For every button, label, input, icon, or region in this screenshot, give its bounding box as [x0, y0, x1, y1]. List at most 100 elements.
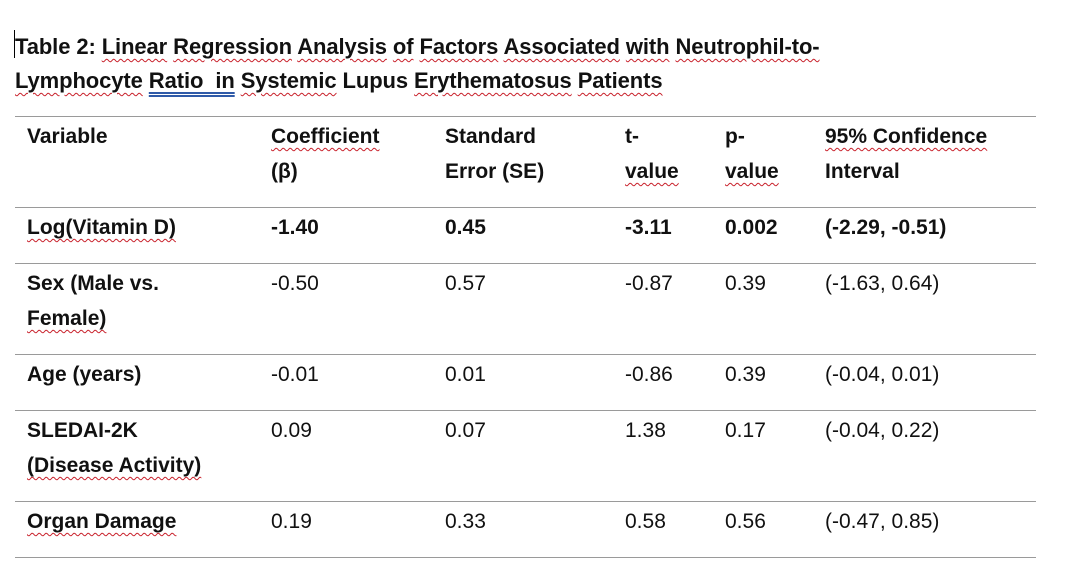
- caption-line-2: Lymphocyte Ratio in Systemic Lupus Eryth…: [15, 68, 663, 93]
- regression-table[interactable]: Variable Coefficient (β) Standard Error …: [15, 116, 1036, 558]
- cell-variable[interactable]: Age (years): [15, 354, 259, 411]
- cell-p-value[interactable]: 0.002: [713, 207, 813, 264]
- table-row: SLEDAI-2K (Disease Activity) 0.09 0.07 1…: [15, 410, 1036, 502]
- cell-p-value[interactable]: 0.39: [713, 263, 813, 355]
- cell-variable[interactable]: Sex (Male vs. Female): [15, 263, 259, 355]
- cell-variable[interactable]: Organ Damage: [15, 501, 259, 558]
- se-value: 0.33: [445, 510, 486, 533]
- header-standard-error[interactable]: Standard Error (SE): [433, 116, 613, 208]
- variable-label: (Disease Activity): [27, 454, 202, 477]
- coefficient-value: -0.50: [271, 272, 319, 295]
- header-t-value[interactable]: t- value: [613, 116, 713, 208]
- variable-label: Organ Damage: [27, 510, 177, 533]
- header-label: (β): [271, 160, 298, 183]
- cell-se[interactable]: 0.07: [433, 410, 613, 502]
- p-value: 0.002: [725, 216, 778, 239]
- coefficient-value: 0.19: [271, 510, 312, 533]
- coefficient-value: -1.40: [271, 216, 319, 239]
- ci-value: (-0.04, 0.22): [825, 419, 940, 442]
- t-value: 1.38: [625, 419, 666, 442]
- cell-se[interactable]: 0.57: [433, 263, 613, 355]
- cell-t-value[interactable]: -0.87: [613, 263, 713, 355]
- ci-value: (-2.29, -0.51): [825, 216, 947, 239]
- coefficient-value: -0.01: [271, 363, 319, 386]
- header-label: t-: [625, 125, 639, 148]
- ci-value: (-0.47, 0.85): [825, 510, 940, 533]
- t-value: -3.11: [625, 216, 672, 239]
- cell-coefficient[interactable]: -0.50: [259, 263, 433, 355]
- header-variable[interactable]: Variable: [15, 116, 259, 208]
- variable-label: SLEDAI-2K: [27, 419, 138, 442]
- caption-word: Erythematosus: [414, 68, 572, 93]
- variable-label: Sex (Male vs.: [27, 272, 159, 295]
- cell-t-value[interactable]: 1.38: [613, 410, 713, 502]
- cell-ci[interactable]: (-0.04, 0.22): [813, 410, 1036, 502]
- header-label: Coefficient: [271, 125, 380, 148]
- table-row: Organ Damage 0.19 0.33 0.58 0.56 (-0.47,…: [15, 501, 1036, 558]
- cell-p-value[interactable]: 0.56: [713, 501, 813, 558]
- header-confidence-interval[interactable]: 95% Confidence Interval: [813, 116, 1036, 208]
- header-coefficient[interactable]: Coefficient (β): [259, 116, 433, 208]
- table-row: Log(Vitamin D) -1.40 0.45 -3.11 0.002 (-…: [15, 207, 1036, 264]
- p-value: 0.39: [725, 363, 766, 386]
- t-value: 0.58: [625, 510, 666, 533]
- variable-label: Log(Vitamin D): [27, 216, 176, 239]
- cell-t-value[interactable]: 0.58: [613, 501, 713, 558]
- se-value: 0.07: [445, 419, 486, 442]
- caption-text: Lupus: [336, 68, 415, 93]
- caption-word: Factors: [419, 34, 499, 59]
- caption-word: Analysis: [297, 34, 387, 59]
- coefficient-value: 0.09: [271, 419, 312, 442]
- cell-coefficient[interactable]: -0.01: [259, 354, 433, 411]
- variable-label: Female): [27, 307, 107, 330]
- cell-ci[interactable]: (-1.63, 0.64): [813, 263, 1036, 355]
- cell-ci[interactable]: (-2.29, -0.51): [813, 207, 1036, 264]
- t-value: -0.87: [625, 272, 673, 295]
- ci-value: (-1.63, 0.64): [825, 272, 940, 295]
- header-label: Error (SE): [445, 160, 545, 183]
- cell-se[interactable]: 0.01: [433, 354, 613, 411]
- cell-ci[interactable]: (-0.04, 0.01): [813, 354, 1036, 411]
- se-value: 0.57: [445, 272, 486, 295]
- p-value: 0.39: [725, 272, 766, 295]
- p-value: 0.56: [725, 510, 766, 533]
- t-value: -0.86: [625, 363, 673, 386]
- caption-word: with: [625, 34, 670, 59]
- cell-coefficient[interactable]: 0.09: [259, 410, 433, 502]
- cell-p-value[interactable]: 0.17: [713, 410, 813, 502]
- cell-t-value[interactable]: -3.11: [613, 207, 713, 264]
- cell-variable[interactable]: Log(Vitamin D): [15, 207, 259, 264]
- cell-se[interactable]: 0.33: [433, 501, 613, 558]
- header-label: value: [725, 160, 779, 183]
- table-row: Age (years) -0.01 0.01 -0.86 0.39 (-0.04…: [15, 354, 1036, 411]
- cell-p-value[interactable]: 0.39: [713, 354, 813, 411]
- cell-t-value[interactable]: -0.86: [613, 354, 713, 411]
- caption-word: of: [392, 34, 414, 59]
- header-p-value[interactable]: p- value: [713, 116, 813, 208]
- ci-value: (-0.04, 0.01): [825, 363, 940, 386]
- cell-se[interactable]: 0.45: [433, 207, 613, 264]
- caption-word: Ratio in: [148, 68, 235, 93]
- variable-label: Age (years): [27, 363, 141, 386]
- header-label: 95% Confidence: [825, 125, 988, 148]
- caption-word: Linear: [101, 34, 168, 59]
- caption-word: Regression: [173, 34, 292, 59]
- table-caption[interactable]: Table 2: Linear Regression Analysis of F…: [15, 30, 1015, 98]
- text-cursor: [14, 30, 15, 58]
- cell-coefficient[interactable]: 0.19: [259, 501, 433, 558]
- cell-ci[interactable]: (-0.47, 0.85): [813, 501, 1036, 558]
- caption-text: Table 2:: [15, 34, 102, 59]
- table-row: Sex (Male vs. Female) -0.50 0.57 -0.87 0…: [15, 263, 1036, 355]
- header-label: value: [625, 160, 679, 183]
- header-label: Standard: [445, 125, 537, 148]
- se-value: 0.45: [445, 216, 486, 239]
- header-label: Interval: [825, 160, 900, 183]
- header-label: Variable: [27, 125, 108, 148]
- cell-variable[interactable]: SLEDAI-2K (Disease Activity): [15, 410, 259, 502]
- header-label: p-: [725, 125, 745, 148]
- caption-word: Lymphocyte: [15, 68, 143, 93]
- caption-word: Systemic: [240, 68, 337, 93]
- table-header-row: Variable Coefficient (β) Standard Error …: [15, 116, 1036, 208]
- cell-coefficient[interactable]: -1.40: [259, 207, 433, 264]
